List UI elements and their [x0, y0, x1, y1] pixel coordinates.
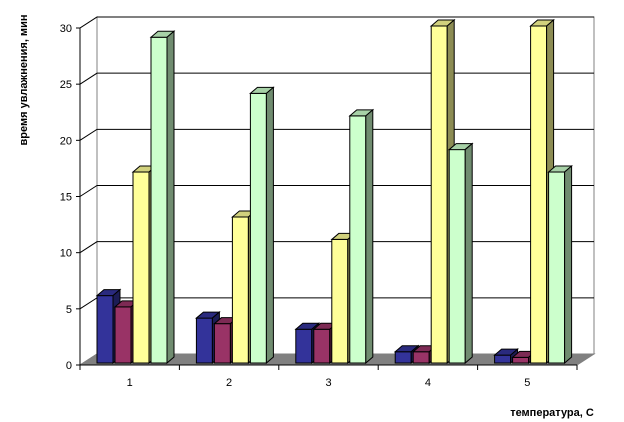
bar: [249, 86, 275, 365]
x-tick-label: 5: [524, 377, 530, 389]
gridline: [79, 16, 594, 29]
x-tick-label: 3: [325, 377, 331, 389]
bar-front: [512, 356, 530, 364]
x-tick-label: 1: [127, 377, 133, 389]
bar-front: [231, 216, 249, 364]
bar-front: [448, 149, 466, 364]
bar-front: [349, 115, 367, 364]
bar-front: [494, 354, 512, 364]
bar-front: [530, 25, 548, 364]
bar-front: [150, 36, 168, 364]
y-axis-title: время увлажнения, мин: [18, 15, 30, 146]
bar-front: [394, 351, 412, 364]
bar-front: [249, 92, 267, 364]
bar: [393, 344, 420, 365]
bar-front: [331, 238, 349, 364]
y-tick-label: 0: [66, 360, 72, 372]
y-tick-label: 10: [60, 248, 72, 260]
gridlines: [79, 16, 594, 310]
x-axis-title: температура, С: [510, 407, 594, 419]
gridline: [79, 72, 594, 85]
y-tick-label: 25: [60, 79, 72, 91]
bar: [547, 164, 573, 365]
bar-front: [295, 328, 313, 364]
bar-side: [265, 86, 274, 365]
bar-front: [132, 171, 150, 364]
x-tick-label: 2: [226, 377, 232, 389]
y-tick-label: 5: [66, 304, 72, 316]
bar-front: [412, 351, 430, 364]
bar-side: [166, 30, 175, 365]
bar-front: [114, 306, 132, 364]
y-tick-label: 30: [60, 23, 72, 35]
tick-labels: 0 5 10 15 20 25 30 1 2 3 4 5: [60, 23, 531, 389]
gridline: [79, 128, 594, 141]
bar-side: [464, 142, 473, 365]
bars: [95, 18, 573, 365]
axes: [76, 27, 578, 370]
x-tick-label: 4: [425, 377, 431, 389]
bar: [447, 142, 474, 365]
bar-side: [564, 164, 573, 365]
gridline: [79, 185, 594, 197]
y-tick-label: 15: [60, 192, 72, 204]
bar: [348, 108, 375, 365]
bar-front: [195, 317, 213, 364]
bar-side: [365, 108, 374, 365]
gridline: [79, 241, 594, 254]
bar-front: [430, 25, 448, 364]
bar-front: [213, 323, 231, 364]
bar: [149, 30, 176, 365]
bar-front: [313, 328, 331, 364]
bar-front: [548, 171, 566, 364]
y-tick-label: 20: [60, 135, 72, 147]
bar-front: [96, 295, 114, 364]
